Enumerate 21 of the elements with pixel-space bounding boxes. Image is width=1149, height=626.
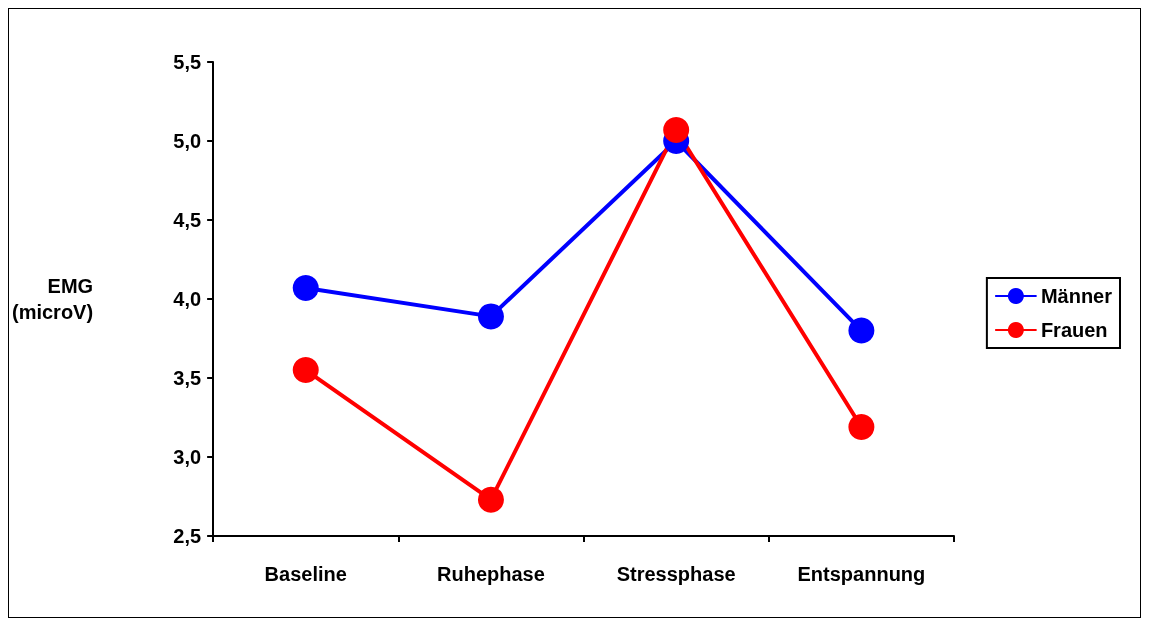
- point: [848, 413, 875, 440]
- y-tick-label: 5,0: [173, 130, 202, 152]
- legend-label: Männer: [1040, 285, 1113, 307]
- legend-label: Frauen: [1040, 319, 1108, 341]
- x-tick-label: Entspannung: [797, 563, 926, 585]
- x-tick-label: Stressphase: [616, 563, 736, 585]
- y-tick-label: 5,5: [173, 51, 202, 73]
- point: [477, 303, 504, 330]
- y-tick-label: 2,5: [173, 525, 202, 547]
- y-tick-label: 3,5: [173, 367, 202, 389]
- y-tick-label: 4,0: [173, 288, 202, 310]
- point: [848, 317, 875, 344]
- point: [477, 486, 504, 513]
- y-tick-label: 3,0: [173, 446, 202, 468]
- x-tick-label: Ruhephase: [437, 563, 545, 585]
- x-tick-label: Baseline: [264, 563, 347, 585]
- point: [292, 274, 319, 301]
- y-tick-label: 4,5: [173, 209, 202, 231]
- point: [663, 116, 690, 143]
- y-axis-title: EMG (microV): [12, 275, 94, 323]
- point: [292, 357, 319, 384]
